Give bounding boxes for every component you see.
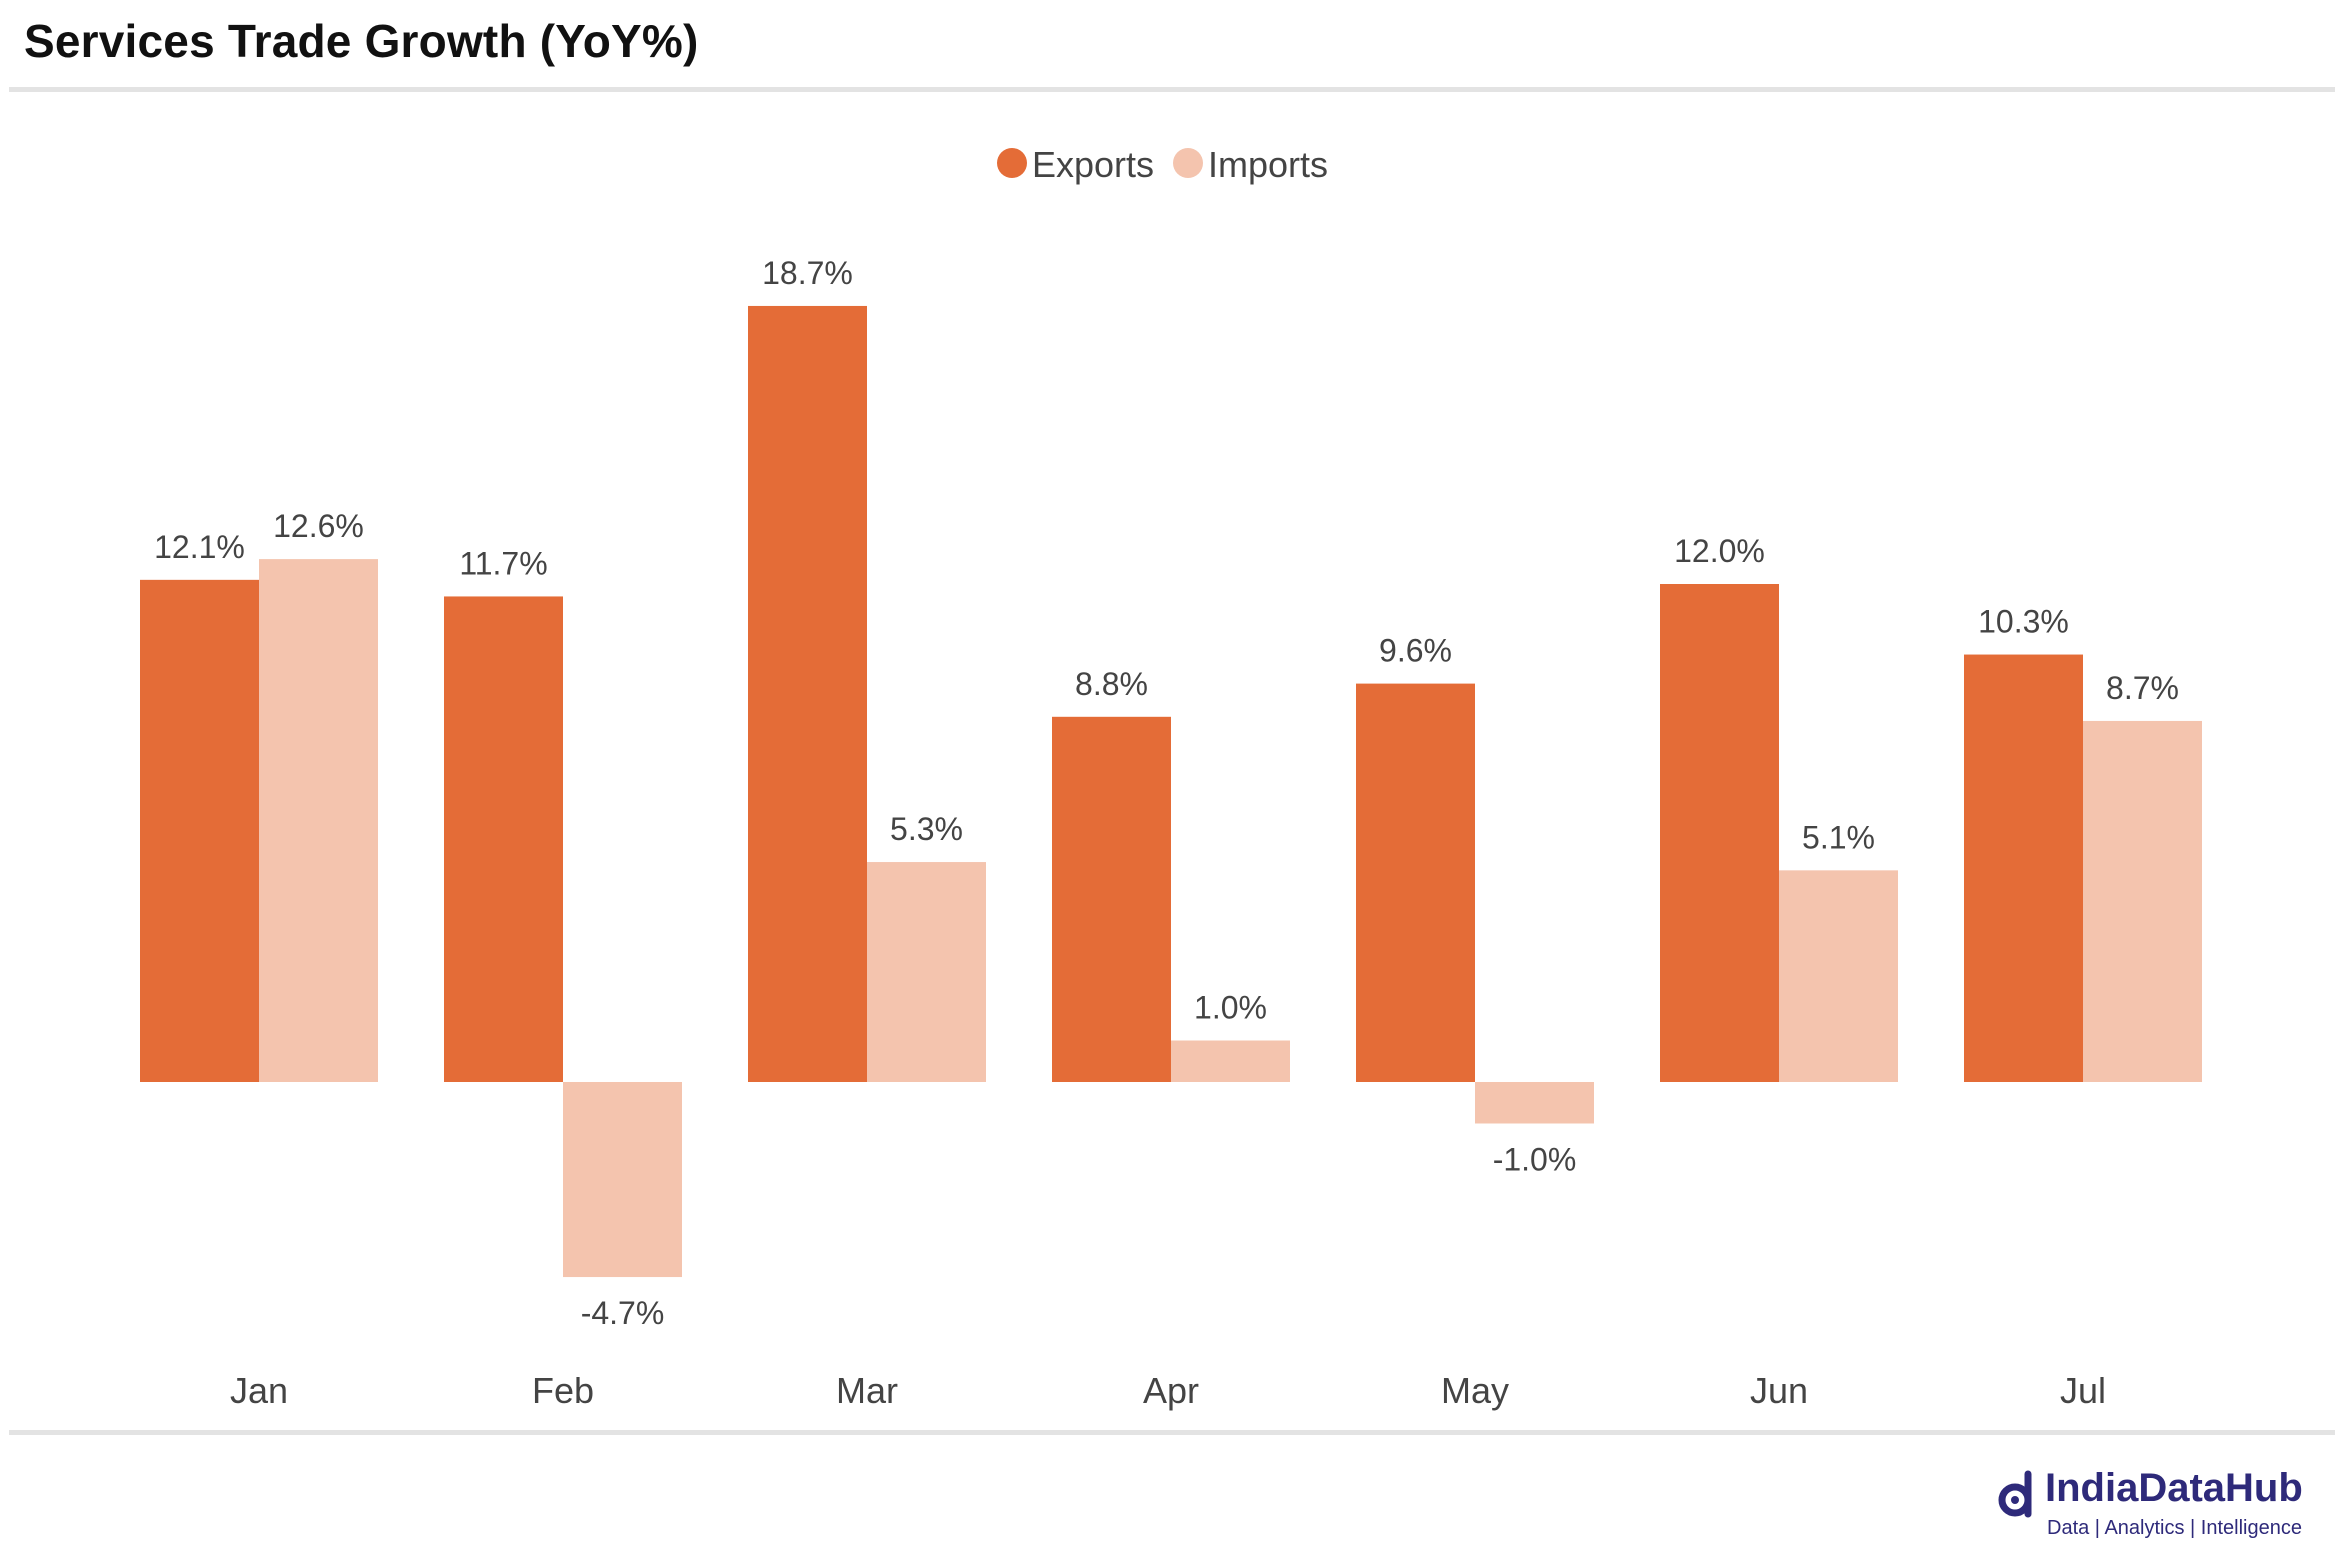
- legend-label-imports[interactable]: Imports: [1208, 144, 1328, 185]
- value-labels-group: 12.1% 12.6% 11.7% -4.7% 18.7% 5.3% 8.8% 1.0% 9.6…: [154, 255, 2179, 1331]
- legend: Exports Imports: [997, 144, 1328, 185]
- value-label-exports-may: 9.6%: [1379, 633, 1452, 669]
- bar-chart: Exports Imports 12.1% 12.6% 11.7% -4.7% 18.7…: [140, 144, 2202, 1411]
- value-label-imports-may: -1.0%: [1493, 1142, 1577, 1178]
- value-label-exports-mar: 18.7%: [762, 255, 853, 291]
- value-label-imports-mar: 5.3%: [890, 811, 963, 847]
- x-tick-label-apr: Apr: [1143, 1370, 1199, 1411]
- value-label-imports-feb: -4.7%: [581, 1295, 665, 1331]
- brand-logo: IndiaDataHub Data | Analytics | Intellig…: [1991, 1464, 2331, 1544]
- top-divider: [9, 87, 2335, 92]
- x-tick-label-jan: Jan: [230, 1370, 288, 1411]
- value-label-imports-jun: 5.1%: [1802, 819, 1875, 855]
- bar-exports-feb[interactable]: [444, 596, 563, 1082]
- x-axis-ticks: Jan Feb Mar Apr May Jun Jul: [230, 1370, 2106, 1411]
- legend-label-exports[interactable]: Exports: [1032, 144, 1154, 185]
- bar-imports-apr[interactable]: [1171, 1040, 1290, 1083]
- value-label-exports-jul: 10.3%: [1978, 604, 2069, 640]
- bar-exports-jan[interactable]: [140, 579, 259, 1082]
- bar-imports-jan[interactable]: [259, 559, 378, 1082]
- x-tick-label-mar: Mar: [836, 1370, 898, 1411]
- value-label-imports-jul: 8.7%: [2106, 670, 2179, 706]
- x-tick-label-feb: Feb: [532, 1370, 594, 1411]
- bar-exports-mar[interactable]: [748, 305, 867, 1082]
- bars-group: [140, 305, 2202, 1278]
- value-label-exports-feb: 11.7%: [459, 545, 547, 581]
- bar-imports-jun[interactable]: [1779, 870, 1898, 1082]
- brand-tagline: Data | Analytics | Intelligence: [2047, 1517, 2302, 1539]
- x-tick-label-jul: Jul: [2060, 1370, 2106, 1411]
- bar-imports-mar[interactable]: [867, 862, 986, 1082]
- bar-exports-may[interactable]: [1356, 683, 1475, 1082]
- bar-imports-may[interactable]: [1475, 1082, 1594, 1124]
- value-label-exports-jan: 12.1%: [154, 529, 245, 565]
- legend-swatch-exports: [997, 148, 1027, 178]
- bottom-divider: [9, 1430, 2335, 1435]
- bar-exports-apr[interactable]: [1052, 716, 1171, 1082]
- bar-exports-jul[interactable]: [1964, 654, 2083, 1082]
- value-label-exports-apr: 8.8%: [1075, 666, 1148, 702]
- value-label-imports-apr: 1.0%: [1194, 990, 1267, 1026]
- value-label-imports-jan: 12.6%: [273, 508, 364, 544]
- legend-swatch-imports: [1173, 148, 1203, 178]
- value-label-exports-jun: 12.0%: [1674, 533, 1765, 569]
- magnifier-logo-icon: [1998, 1470, 2032, 1518]
- x-tick-label-may: May: [1441, 1370, 1509, 1411]
- bar-imports-jul[interactable]: [2083, 720, 2202, 1082]
- bar-imports-feb[interactable]: [563, 1082, 682, 1278]
- bar-exports-jun[interactable]: [1660, 584, 1779, 1082]
- x-tick-label-jun: Jun: [1750, 1370, 1808, 1411]
- brand-name: IndiaDataHub: [2045, 1466, 2303, 1510]
- chart-title: Services Trade Growth (YoY%): [24, 15, 699, 67]
